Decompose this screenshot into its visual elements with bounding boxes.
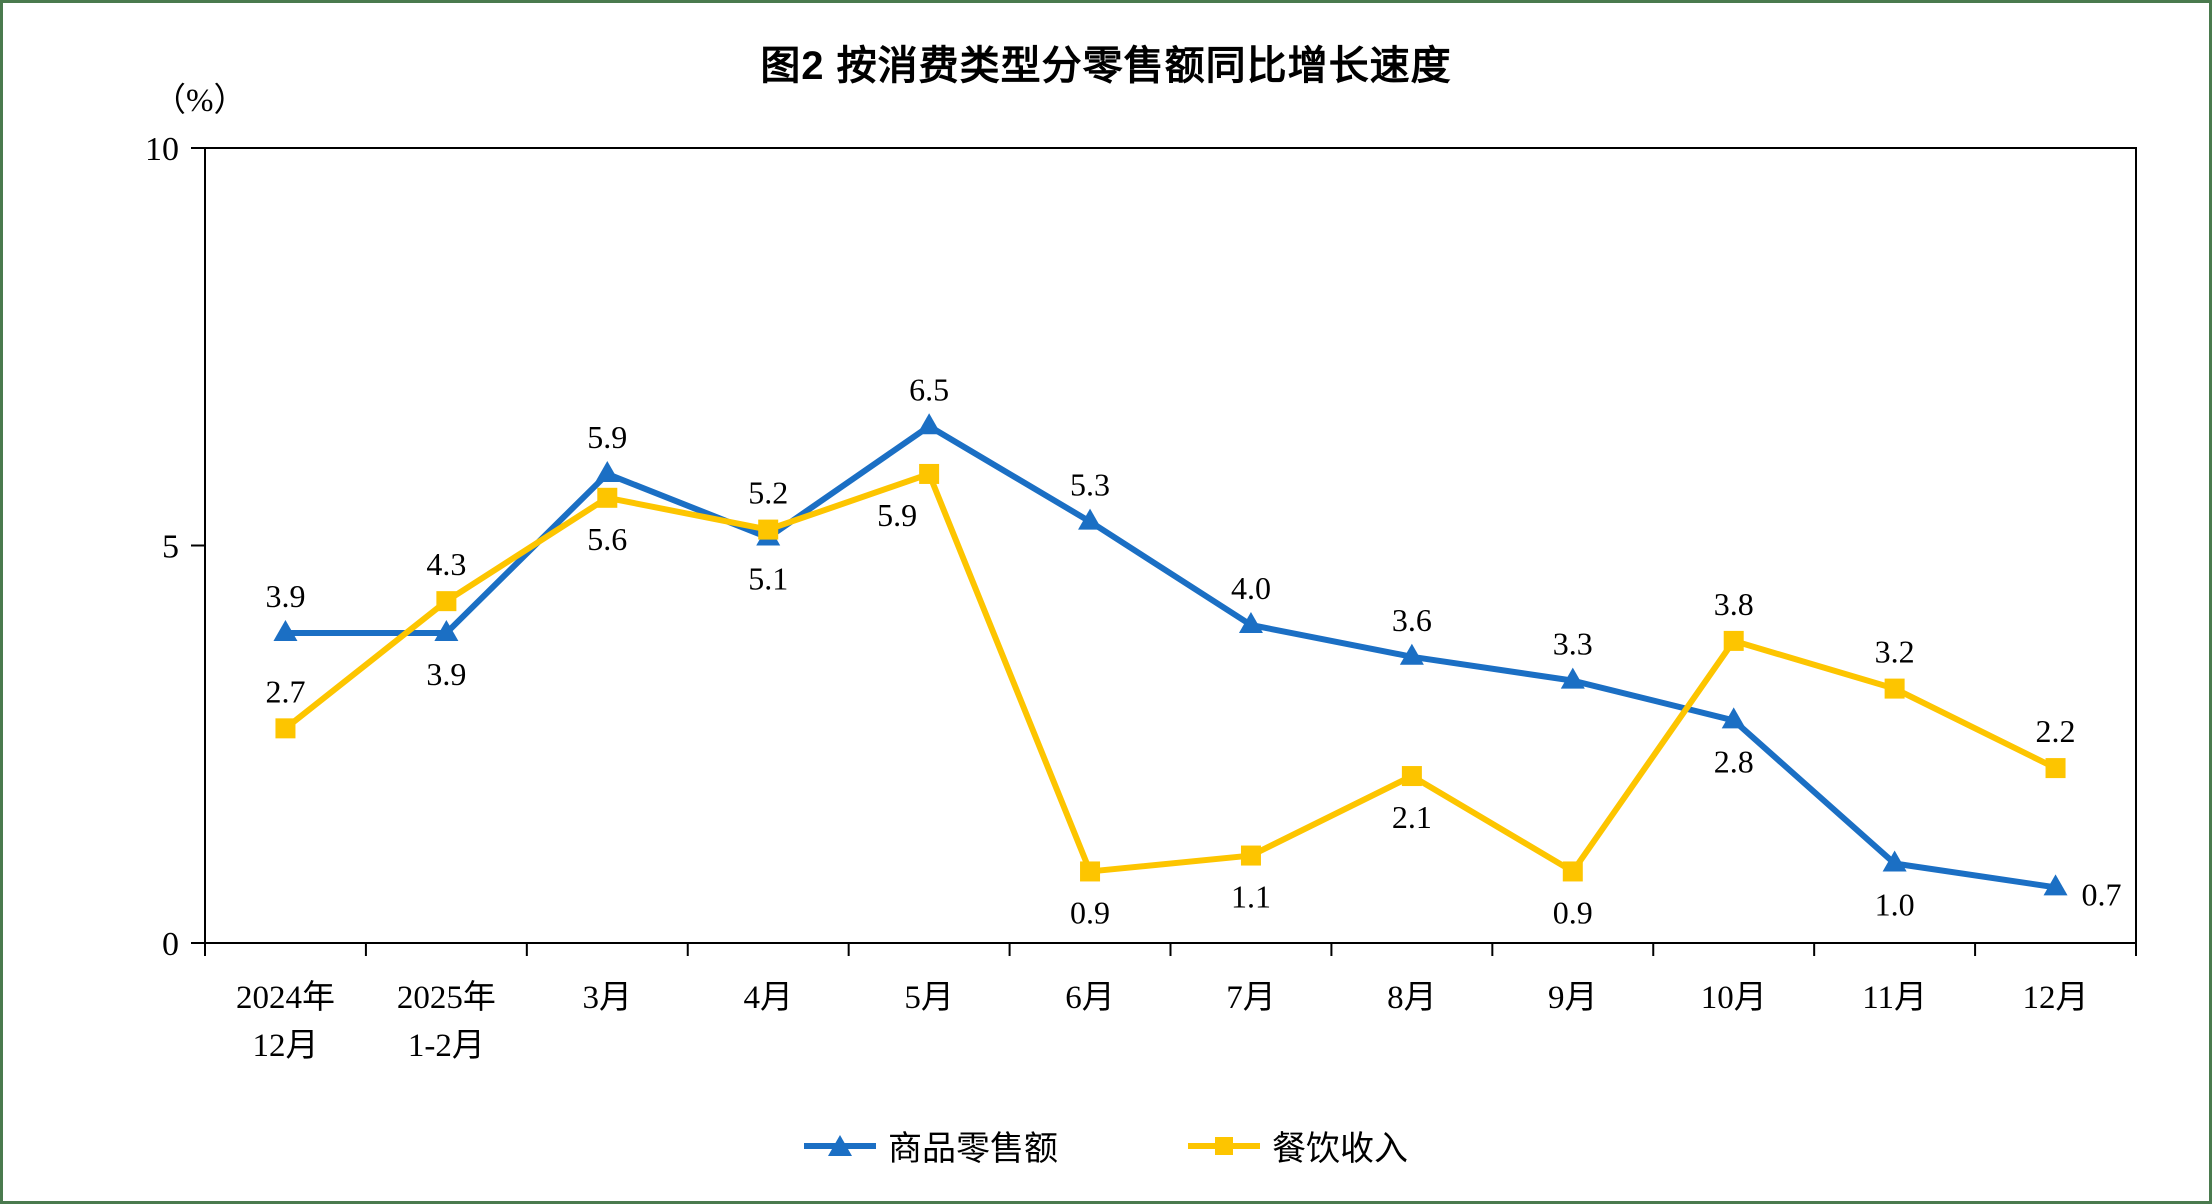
data-label: 0.7	[2082, 876, 2122, 912]
marker-square-icon	[597, 487, 618, 508]
marker-triangle-icon	[1399, 643, 1424, 665]
marker-triangle-icon	[1078, 508, 1103, 530]
data-label: 5.2	[748, 475, 788, 511]
data-label: 3.9	[265, 578, 305, 614]
marker-square-icon	[919, 463, 940, 484]
y-axis-tick-label: 5	[162, 529, 179, 566]
y-axis-tick-label: 10	[145, 131, 179, 168]
x-axis-category-label: 8月	[1387, 980, 1437, 1016]
data-label: 0.9	[1070, 894, 1110, 930]
x-axis-category-label: 2024年 12月	[236, 979, 335, 1064]
marker-triangle-icon	[595, 460, 620, 482]
marker-square-icon	[275, 718, 296, 739]
x-axis-category-label: 2025年 1-2月	[397, 979, 496, 1064]
data-label: 5.9	[587, 419, 627, 455]
x-axis-category-label: 10月	[1701, 980, 1767, 1016]
data-label: 5.1	[748, 561, 788, 597]
data-label: 3.8	[1714, 586, 1754, 622]
x-axis-category-label: 12月	[2023, 980, 2089, 1016]
data-label: 3.9	[426, 656, 466, 692]
data-label: 3.3	[1553, 626, 1593, 662]
y-axis-tick-label: 0	[162, 926, 179, 963]
legend-label: 餐饮收入	[1272, 1131, 1408, 1168]
data-label: 1.1	[1231, 879, 1271, 915]
data-label: 1.0	[1875, 887, 1915, 923]
marker-square-icon	[758, 519, 779, 540]
marker-triangle-icon	[1560, 667, 1585, 689]
marker-triangle-icon	[917, 413, 942, 435]
series-line-square	[282, 470, 2059, 875]
data-label: 5.9	[877, 497, 917, 533]
data-label: 5.6	[587, 521, 627, 557]
data-label: 0.9	[1553, 894, 1593, 930]
x-axis-category-label: 3月	[583, 980, 633, 1016]
legend-item: 餐饮收入	[1188, 1121, 1408, 1170]
y-axis-unit-label: （%）	[153, 83, 247, 119]
marker-triangle-icon	[1721, 707, 1746, 729]
legend: 商品零售额 餐饮收入	[3, 1121, 2209, 1170]
data-label: 3.6	[1392, 602, 1432, 638]
x-axis-category-label: 11月	[1862, 980, 1927, 1016]
marker-square-icon	[1562, 861, 1583, 882]
marker-square-icon	[1401, 766, 1422, 787]
marker-square-icon	[1240, 845, 1261, 866]
marker-triangle-icon	[1882, 850, 1907, 872]
data-label: 2.2	[2036, 713, 2076, 749]
marker-square-icon	[2045, 758, 2066, 779]
data-label: 4.0	[1231, 570, 1271, 606]
legend-item: 商品零售额	[804, 1121, 1058, 1170]
data-label: 6.5	[909, 371, 949, 407]
marker-square-icon	[1723, 630, 1744, 651]
data-label: 2.8	[1714, 743, 1754, 779]
x-axis-category-label: 7月	[1226, 980, 1276, 1016]
legend-square-marker-icon	[1188, 1134, 1260, 1158]
marker-triangle-icon	[434, 619, 459, 641]
plot-area: 0 5 10 2024年 12月 2025年 1-2月 3月 4月 5月 6月 7月 8月 9月 10月 11…	[145, 131, 2137, 1064]
data-label: 2.7	[265, 673, 305, 709]
marker-triangle-icon	[2043, 874, 2068, 896]
series-line-triangle	[282, 423, 2059, 891]
marker-square-icon	[1080, 861, 1101, 882]
data-label: 4.3	[426, 546, 466, 582]
data-label: 3.2	[1875, 634, 1915, 670]
marker-square-icon	[1884, 678, 1905, 699]
marker-square-icon	[436, 591, 457, 612]
data-label: 5.3	[1070, 467, 1110, 503]
x-axis-category-label: 5月	[904, 980, 954, 1016]
x-axis-category-label: 6月	[1065, 980, 1115, 1016]
x-axis-category-label: 4月	[743, 980, 793, 1016]
chart-title: 图2 按消费类型分零售额同比增长速度	[760, 44, 1452, 88]
data-label: 2.1	[1392, 799, 1432, 835]
marker-triangle-icon	[1238, 612, 1263, 633]
legend-label: 商品零售额	[888, 1131, 1058, 1168]
marker-triangle-icon	[273, 619, 298, 641]
legend-triangle-marker-icon	[804, 1134, 876, 1158]
x-axis-category-label: 9月	[1548, 980, 1598, 1016]
